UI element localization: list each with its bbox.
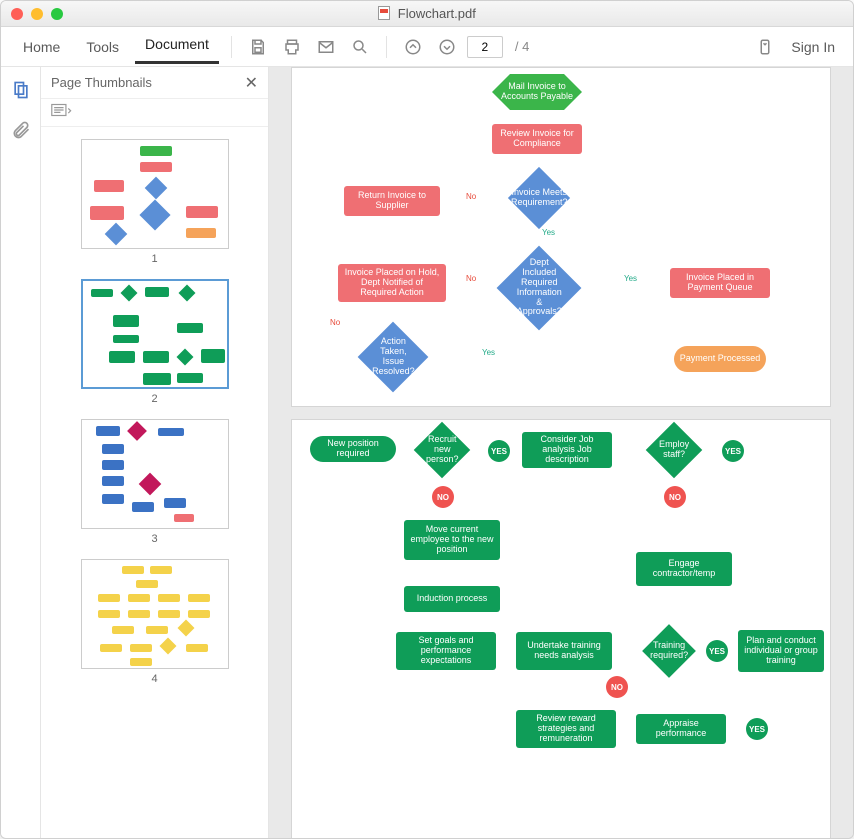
thumb-label: 3 — [81, 533, 229, 545]
mobile-icon[interactable] — [751, 33, 779, 61]
print-icon[interactable] — [278, 33, 306, 61]
flow-node: Invoice Placed in Payment Queue — [670, 268, 770, 298]
flow-node: Recruit new person? — [414, 422, 471, 479]
edge-label: Yes — [482, 348, 495, 357]
toolbar: Home Tools Document / 4 Sign In — [1, 27, 853, 67]
save-icon[interactable] — [244, 33, 272, 61]
search-icon[interactable] — [346, 33, 374, 61]
thumb-4[interactable]: 4 — [81, 559, 229, 685]
flow-node: Training required? — [642, 624, 696, 678]
edge-label: Yes — [542, 228, 555, 237]
document-view[interactable]: Mail Invoice to Accounts Payable Review I… — [269, 67, 853, 838]
edge-label: No — [466, 192, 476, 201]
page-up-icon[interactable] — [399, 33, 427, 61]
minimize-icon[interactable] — [31, 8, 43, 20]
options-icon[interactable] — [51, 103, 73, 122]
maximize-icon[interactable] — [51, 8, 63, 20]
nav-home[interactable]: Home — [13, 33, 70, 61]
flow-node: Undertake training needs analysis — [516, 632, 612, 670]
flow-badge: NO — [664, 486, 686, 508]
page-1-bottom: Mail Invoice to Accounts Payable Review I… — [291, 67, 831, 407]
flow-node: Move current employee to the new positio… — [404, 520, 500, 560]
edge-label: Yes — [624, 274, 637, 283]
sidebar-title: Page Thumbnails — [51, 75, 152, 90]
sep — [231, 36, 232, 58]
close-icon[interactable] — [11, 8, 23, 20]
left-rail — [1, 67, 41, 838]
titlebar: Flowchart.pdf — [1, 1, 853, 27]
flow-badge: YES — [488, 440, 510, 462]
sidebar-header: Page Thumbnails ✕ — [41, 67, 268, 99]
signin-button[interactable]: Sign In — [785, 35, 841, 59]
thumb-3[interactable]: 3 — [81, 419, 229, 545]
flow-node: Consider Job analysis Job description — [522, 432, 612, 468]
page-total: / 4 — [515, 39, 529, 54]
flow-node: Dept Included Required Information & App… — [497, 246, 582, 331]
sep — [386, 36, 387, 58]
flow-node: Employ staff? — [646, 422, 703, 479]
flow-node: Return Invoice to Supplier — [344, 186, 440, 216]
flow-node: Review reward strategies and remuneratio… — [516, 710, 616, 748]
nav-tools[interactable]: Tools — [76, 33, 129, 61]
flow-badge: NO — [432, 486, 454, 508]
edge-label: No — [330, 318, 340, 327]
thumb-label: 4 — [81, 673, 229, 685]
flow-node: New position required — [310, 436, 396, 462]
flow-node: Payment Processed — [674, 346, 766, 372]
edge-label: No — [466, 274, 476, 283]
flow-node: Induction process — [404, 586, 500, 612]
app-window: Flowchart.pdf Home Tools Document / 4 Si… — [0, 0, 854, 839]
flow-badge: NO — [606, 676, 628, 698]
flow-node: Invoice Placed on Hold, Dept Notified of… — [338, 264, 446, 302]
flow-node: Appraise performance — [636, 714, 726, 744]
flow-badge: YES — [706, 640, 728, 662]
page-2: New position required Recruit new person?… — [291, 419, 831, 838]
thumb-2[interactable]: 2 — [81, 279, 229, 405]
flow-node: Review Invoice for Compliance — [492, 124, 582, 154]
window-controls — [11, 8, 63, 20]
flow-node: Action Taken, Issue Resolved? — [358, 322, 429, 393]
thumbnails-list[interactable]: 1 2 3 4 — [41, 127, 268, 838]
flow-node: Set goals and performance expectations — [396, 632, 496, 670]
window-title: Flowchart.pdf — [1, 6, 853, 21]
flow-node: Plan and conduct individual or group tra… — [738, 630, 824, 672]
flow-node: Mail Invoice to Accounts Payable — [492, 74, 582, 110]
sidebar-tools — [41, 99, 268, 127]
pdf-icon — [378, 6, 390, 20]
body: Page Thumbnails ✕ 1 2 3 — [1, 67, 853, 838]
attachments-icon[interactable] — [8, 117, 34, 143]
page-number-input[interactable] — [467, 36, 503, 58]
flow-node: Invoice Meets Requirement? — [508, 167, 570, 229]
page-down-icon[interactable] — [433, 33, 461, 61]
close-icon[interactable]: ✕ — [245, 73, 258, 93]
nav-document[interactable]: Document — [135, 30, 219, 64]
title-text: Flowchart.pdf — [398, 6, 476, 21]
thumb-label: 1 — [81, 253, 229, 265]
mail-icon[interactable] — [312, 33, 340, 61]
flow-badge: YES — [746, 718, 768, 740]
thumb-1[interactable]: 1 — [81, 139, 229, 265]
flow-node: Engage contractor/temp — [636, 552, 732, 586]
thumb-label: 2 — [81, 393, 229, 405]
thumbnails-icon[interactable] — [8, 77, 34, 103]
sidebar: Page Thumbnails ✕ 1 2 3 — [41, 67, 269, 838]
flow-badge: YES — [722, 440, 744, 462]
